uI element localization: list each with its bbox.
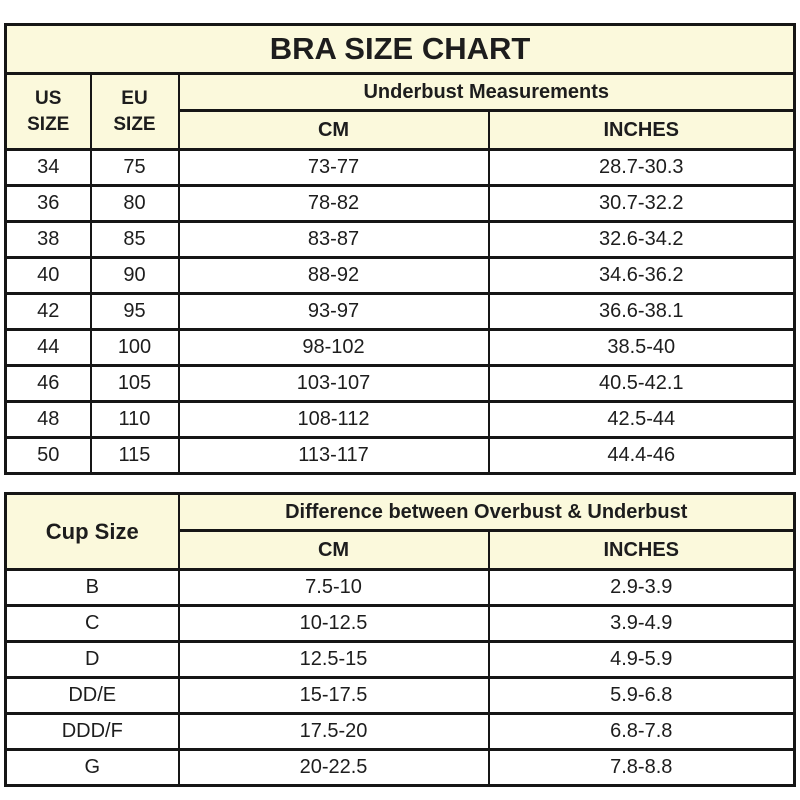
size-table-cell: 40	[4, 256, 92, 295]
cup-table-cell: C	[4, 604, 180, 643]
size-table-cell: 100	[89, 328, 180, 367]
size-table-cell: 105	[89, 364, 180, 403]
size-table-cell: 80	[89, 184, 180, 223]
size-table-cell: 38.5-40	[487, 328, 796, 367]
size-table-cell: 34.6-36.2	[487, 256, 796, 295]
size-table-cell: 108-112	[177, 400, 490, 439]
cup-table-cell: 3.9-4.9	[487, 604, 796, 643]
size-table-cell: 44	[4, 328, 92, 367]
size-table-cell: 98-102	[177, 328, 490, 367]
size-table-cell: 36	[4, 184, 92, 223]
table-row: 40 90 88-92 34.6-36.2	[4, 256, 796, 295]
eu-size-column-header: EU SIZE	[89, 72, 180, 151]
cup-table-cell: DD/E	[4, 676, 180, 715]
cup-table-cell: 17.5-20	[177, 712, 490, 751]
cup-table-cell: D	[4, 640, 180, 679]
cup-size-column-header: Cup Size	[4, 492, 180, 571]
cup-size-table-body: B 7.5-10 2.9-3.9 C 10-12.5 3.9-4.9 D 12.5-15 4.9…	[4, 568, 796, 787]
size-table-cell: 42.5-44	[487, 400, 796, 439]
size-table-cell: 30.7-32.2	[487, 184, 796, 223]
cm-column-header: CM	[177, 109, 490, 151]
size-table-cell: 38	[4, 220, 92, 259]
size-table-cell: 113-117	[177, 436, 490, 475]
cm-column-header: CM	[177, 529, 490, 571]
cup-table-cell: 7.5-10	[177, 568, 490, 607]
size-table-cell: 93-97	[177, 292, 490, 331]
cup-table-cell: 5.9-6.8	[487, 676, 796, 715]
size-table-cell: 73-77	[177, 148, 490, 187]
table-row: DDD/F 17.5-20 6.8-7.8	[4, 712, 796, 751]
size-table-cell: 115	[89, 436, 180, 475]
table-row: 36 80 78-82 30.7-32.2	[4, 184, 796, 223]
underbust-measurements-header: Underbust Measurements	[177, 72, 796, 112]
cup-table-cell: 4.9-5.9	[487, 640, 796, 679]
cup-table-cell: 15-17.5	[177, 676, 490, 715]
table-row: D 12.5-15 4.9-5.9	[4, 640, 796, 679]
cup-table-cell: 7.8-8.8	[487, 748, 796, 787]
table-row: G 20-22.5 7.8-8.8	[4, 748, 796, 787]
size-table-cell: 110	[89, 400, 180, 439]
table-row: DD/E 15-17.5 5.9-6.8	[4, 676, 796, 715]
size-table-cell: 75	[89, 148, 180, 187]
size-table-cell: 83-87	[177, 220, 490, 259]
table-row: 50 115 113-117 44.4-46	[4, 436, 796, 475]
size-table-cell: 48	[4, 400, 92, 439]
size-table-cell: 42	[4, 292, 92, 331]
bra-size-table: BRA SIZE CHART US SIZE EU SIZE Underbust…	[4, 23, 796, 475]
cup-table-cell: 12.5-15	[177, 640, 490, 679]
table-row: 34 75 73-77 28.7-30.3	[4, 148, 796, 187]
size-table-cell: 46	[4, 364, 92, 403]
cup-table-cell: 20-22.5	[177, 748, 490, 787]
size-table-cell: 95	[89, 292, 180, 331]
size-table-cell: 90	[89, 256, 180, 295]
size-table-cell: 88-92	[177, 256, 490, 295]
table-row: B 7.5-10 2.9-3.9	[4, 568, 796, 607]
chart-title: BRA SIZE CHART	[4, 23, 796, 75]
table-row: 38 85 83-87 32.6-34.2	[4, 220, 796, 259]
cup-table-cell: 2.9-3.9	[487, 568, 796, 607]
difference-overbust-underbust-header: Difference between Overbust & Underbust	[177, 492, 796, 532]
size-table-cell: 78-82	[177, 184, 490, 223]
cup-table-cell: DDD/F	[4, 712, 180, 751]
size-table-cell: 34	[4, 148, 92, 187]
size-table-cell: 50	[4, 436, 92, 475]
size-table-cell: 36.6-38.1	[487, 292, 796, 331]
bra-size-table-body: 34 75 73-77 28.7-30.3 36 80 78-82 30.7-32.2 38 85…	[4, 148, 796, 475]
table-row: C 10-12.5 3.9-4.9	[4, 604, 796, 643]
table-row: 42 95 93-97 36.6-38.1	[4, 292, 796, 331]
size-table-cell: 44.4-46	[487, 436, 796, 475]
table-row: 48 110 108-112 42.5-44	[4, 400, 796, 439]
cup-size-table: Cup Size Difference between Overbust & U…	[4, 492, 796, 787]
inches-column-header: INCHES	[487, 109, 796, 151]
cup-table-cell: 10-12.5	[177, 604, 490, 643]
us-size-column-header: US SIZE	[4, 72, 92, 151]
size-table-cell: 28.7-30.3	[487, 148, 796, 187]
size-table-cell: 103-107	[177, 364, 490, 403]
cup-table-cell: B	[4, 568, 180, 607]
size-table-cell: 85	[89, 220, 180, 259]
cup-table-cell: G	[4, 748, 180, 787]
table-row: 44 100 98-102 38.5-40	[4, 328, 796, 367]
inches-column-header: INCHES	[487, 529, 796, 571]
cup-table-cell: 6.8-7.8	[487, 712, 796, 751]
size-table-cell: 32.6-34.2	[487, 220, 796, 259]
table-row: 46 105 103-107 40.5-42.1	[4, 364, 796, 403]
size-table-cell: 40.5-42.1	[487, 364, 796, 403]
